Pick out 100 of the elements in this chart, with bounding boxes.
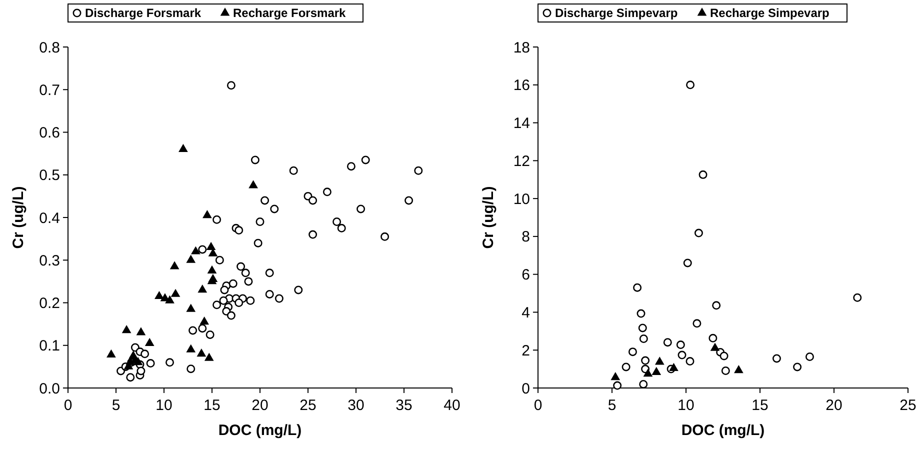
x-tick-label: 20 [826,397,842,414]
point [234,298,244,307]
x-tick-label: 10 [678,397,694,414]
point [853,293,862,302]
point [212,215,222,224]
x-axis-title: DOC (mg/L) [681,422,765,439]
point [206,242,216,250]
x-tick-label: 20 [252,397,268,414]
y-tick-label: 0.2 [39,295,60,312]
point [170,261,180,270]
point [694,228,703,238]
point [332,218,342,226]
point [106,349,116,358]
x-tick-label: 0 [64,397,72,414]
point [294,286,303,294]
y-tick-label: 0.6 [39,124,60,142]
point [683,258,692,268]
y-tick-label: 0.8 [39,39,60,56]
point [241,268,250,278]
point [628,348,637,356]
point [805,352,814,361]
point [361,156,370,164]
point [170,288,180,297]
x-tick-label: 30 [348,397,364,414]
point [204,352,214,361]
x-tick-label: 5 [112,397,120,414]
point [265,290,274,298]
point [356,204,366,214]
y-tick-label: 0.4 [39,210,60,227]
point [246,296,255,305]
point [613,381,622,390]
point [236,262,246,271]
point [207,265,217,274]
y-tick-label: 0.7 [39,82,60,99]
point [308,230,318,239]
point [215,256,224,264]
x-tick-label: 35 [396,397,412,414]
point [122,325,132,334]
point [234,226,244,235]
point [308,196,318,205]
point [720,352,728,360]
y-tick-label: 8 [522,228,530,246]
y-tick-label: 6 [522,266,530,284]
point [190,246,200,254]
point [178,144,188,152]
y-tick-label: 10 [513,190,530,208]
point [712,301,721,310]
point [136,327,146,336]
x-tick-label: 15 [204,397,220,414]
point [196,348,206,357]
point [692,319,702,328]
point [198,245,207,254]
point [154,290,164,300]
legend-label: Discharge Forsmark [85,6,202,20]
point [202,210,212,218]
y-tick-label: 18 [513,39,530,56]
point [260,196,270,205]
point [678,350,686,360]
point [734,364,744,374]
y-tick-label: 12 [513,152,530,170]
point [254,238,262,248]
point [146,359,155,368]
y-axis-title: Cr (ug/L) [10,186,27,249]
point [686,357,694,366]
y-tick-label: 2 [522,342,530,360]
point [721,366,730,376]
y-tick-label: 0.0 [39,380,60,398]
point [639,380,648,388]
point [186,304,196,312]
point [206,330,214,339]
y-tick-label: 4 [522,304,530,322]
point [250,156,260,164]
point [641,356,650,365]
point [793,362,802,372]
x-tick-label: 10 [156,397,172,414]
x-tick-label: 40 [444,397,460,414]
y-tick-label: 16 [513,77,530,94]
point [772,354,781,363]
point [610,372,620,380]
point [622,362,630,372]
point [686,80,695,90]
point [126,373,135,382]
point [676,340,685,350]
point [346,162,356,171]
point [633,283,642,292]
point [274,294,284,303]
point [226,81,236,90]
point [188,326,198,335]
point [248,180,258,188]
point [186,344,196,352]
x-axis-title: DOC (mg/L) [218,422,302,439]
legend-label: Discharge Simpevarp [555,6,678,20]
point [212,300,222,310]
point [698,170,708,179]
point [256,218,264,226]
y-tick-label: 0.3 [39,252,60,270]
point [322,188,332,196]
point [244,277,253,286]
point [265,268,274,278]
point [380,232,390,241]
